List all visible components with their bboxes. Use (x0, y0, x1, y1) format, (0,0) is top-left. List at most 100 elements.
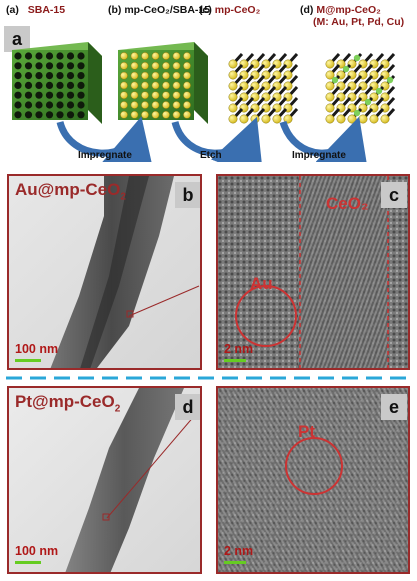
pore-hole (45, 91, 54, 99)
sample-label-pt: Pt@mp-CeO2 (15, 392, 121, 415)
ceo2-dot (141, 110, 149, 119)
tem-image-b: Au@mp-CeO2 b 100 nm (7, 174, 202, 370)
ceo2-sba15-block (118, 42, 208, 124)
pore-hole (77, 91, 85, 99)
pore-hole (66, 91, 75, 99)
ceo2-dot (172, 61, 181, 70)
ceo2-rod-end (228, 59, 238, 69)
ceo2-dot (151, 61, 160, 70)
scale-bar-d (15, 561, 41, 564)
pore-hole (45, 52, 54, 60)
ceo2-rod-end (358, 114, 368, 124)
pore-hole (77, 72, 85, 80)
ceo2-rod-end (325, 92, 335, 102)
ceo2-dot (120, 110, 128, 119)
pore-hole (24, 81, 33, 89)
pore-hole (24, 62, 33, 70)
pore-hole (45, 111, 54, 119)
ceo2-dot (120, 52, 128, 60)
pore-hole (66, 111, 75, 119)
pore-hole (56, 101, 64, 109)
ceo2-dot (151, 81, 160, 90)
tem-d-texture (9, 388, 200, 572)
ceo2-dot (183, 110, 191, 119)
ceo2-dot (183, 101, 191, 109)
ceo2-dot (172, 101, 181, 109)
pore-hole (24, 111, 33, 119)
metal-nanoparticle (375, 87, 383, 95)
panel-letter-e: e (381, 394, 407, 420)
label-d-metals: (M: Au, Pt, Pd, Cu) (313, 16, 405, 28)
pore-hole (35, 62, 43, 70)
ceo2-dot (120, 91, 128, 100)
ceo2-rod-end (228, 114, 238, 124)
ceo2-rod-end (336, 114, 346, 124)
pore-hole (24, 52, 33, 60)
pore-hole (77, 52, 85, 60)
pore-hole (35, 91, 43, 99)
tem-e-texture (218, 388, 408, 572)
ceo2-dot (151, 110, 160, 119)
pore-hole (14, 101, 22, 109)
ceo2-dot (130, 81, 139, 90)
pore-hole (35, 101, 43, 109)
ceo2-rod-end (228, 70, 238, 80)
scale-bar-c (224, 359, 246, 362)
metal-nanoparticle (386, 76, 394, 84)
arrow-impregnate-1 (56, 116, 155, 162)
ceo2-rod-end (250, 114, 260, 124)
ceo2-dot (130, 110, 139, 119)
ceo2-rod-end (272, 114, 282, 124)
ceo2-rod-end (228, 103, 238, 113)
pore-hole (14, 91, 22, 99)
ceo2-dot (130, 71, 139, 80)
ceo2-rod-end (369, 114, 379, 124)
ceo2-dot (172, 71, 181, 80)
ceo2-dot (130, 52, 139, 60)
ceo2-dot (162, 61, 170, 70)
ceo2-rod-end (325, 59, 335, 69)
ceo2-rod-end (228, 92, 238, 102)
pore-hole (77, 62, 85, 70)
ceo2-dot (141, 52, 149, 60)
ceo2-rod-end (380, 114, 390, 124)
ceo2-rod-end (347, 114, 357, 124)
pore-hole (66, 72, 75, 80)
ceo2-dot (172, 91, 181, 100)
arrow-impregnate-2 (279, 116, 370, 162)
mp-ceo2-rods (228, 52, 299, 124)
label-au: Au (250, 274, 273, 293)
tem-image-c: CeO₂ Au c 2 nm (216, 174, 410, 370)
ceo2-dot (162, 52, 170, 60)
ceo2-dot (183, 81, 191, 90)
pore-hole (14, 52, 22, 60)
pore-hole (56, 72, 64, 80)
ceo2-rod-end (261, 114, 271, 124)
ceo2-dot (120, 101, 128, 109)
pore-hole (14, 81, 22, 89)
pore-hole (45, 72, 54, 80)
pore-hole (35, 72, 43, 80)
pore-hole (35, 52, 43, 60)
metal-nanoparticle (331, 76, 339, 84)
label-d: (d) M@mp-CeO₂ (300, 4, 381, 16)
ceo2-dot (141, 61, 149, 70)
pore-hole (77, 101, 85, 109)
ceo2-rod-end (325, 114, 335, 124)
arrow-label-impregnate-1: Impregnate (78, 150, 132, 161)
pore-hole (56, 91, 64, 99)
arrow-label-impregnate-2: Impregnate (292, 150, 346, 161)
pore-hole (66, 81, 75, 89)
metal-nanoparticle (353, 54, 361, 62)
ceo2-dot (151, 71, 160, 80)
pore-hole (56, 81, 64, 89)
ceo2-dot (183, 91, 191, 100)
metal-ceo2-rods (325, 52, 396, 124)
arrow-etch (171, 116, 264, 162)
tem-c-texture (218, 176, 408, 368)
pore-hole (35, 81, 43, 89)
scale-label-e: 2 nm (224, 544, 254, 558)
tem-image-e: Pt e 2 nm (216, 386, 410, 574)
metal-nanoparticle (342, 65, 350, 73)
ceo2-dot (162, 81, 170, 90)
